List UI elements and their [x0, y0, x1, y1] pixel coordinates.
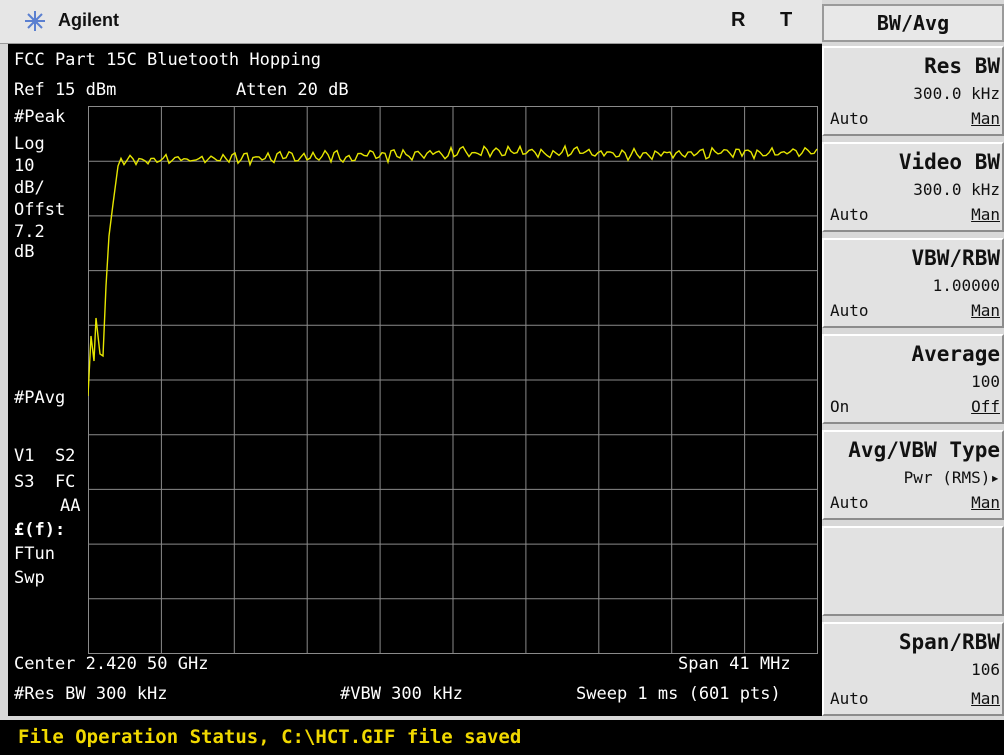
- softkey-vbw-rbw[interactable]: VBW/RBW 1.00000 Auto Man: [822, 238, 1004, 328]
- softkey-res-bw[interactable]: Res BW 300.0 kHz Auto Man: [822, 46, 1004, 136]
- softkey-avg-vbw-type[interactable]: Avg/VBW Type Pwr (RMS)▸ Auto Man: [822, 430, 1004, 520]
- softkey-auto-option: Auto: [830, 689, 869, 708]
- sweep-label: Swp: [14, 568, 45, 588]
- trigger-indicator: T: [780, 9, 793, 31]
- softkey-value: 300.0 kHz: [913, 84, 1000, 103]
- scale-unit: dB/: [14, 178, 45, 198]
- softkey-label: Video BW: [898, 150, 1000, 174]
- sweep-time: Sweep 1 ms (601 pts): [576, 684, 781, 704]
- screen-title: FCC Part 15C Bluetooth Hopping: [14, 50, 322, 70]
- offset-unit: dB: [14, 242, 35, 262]
- brand-name: Agilent: [58, 10, 119, 30]
- spectrum-trace: [88, 144, 818, 397]
- softkey-value: Pwr (RMS)▸: [903, 468, 1000, 487]
- ftun-label: FTun: [14, 544, 55, 564]
- softkey-blank[interactable]: [822, 526, 1004, 616]
- center-frequency: Center 2.420 50 GHz: [14, 654, 209, 674]
- plot-grid: [88, 106, 818, 654]
- softkey-man-option: Man: [971, 689, 1000, 708]
- function-label: £(f):: [14, 520, 66, 540]
- offset-value: 7.2: [14, 222, 45, 242]
- agilent-logo-icon: [25, 11, 45, 31]
- softkey-label: Span/RBW: [898, 630, 1000, 654]
- status-bar: File Operation Status, C:\HCT.GIF file s…: [0, 720, 1004, 755]
- softkey-auto-option: Auto: [830, 109, 869, 128]
- remote-indicator: R: [731, 9, 746, 31]
- reference-level: Ref 15 dBm: [14, 80, 117, 100]
- video-bandwidth: #VBW 300 kHz: [340, 684, 463, 704]
- softkey-value: 300.0 kHz: [913, 180, 1000, 199]
- trace-v1-s2: V1 S2: [14, 446, 76, 466]
- softkey-value: 1.00000: [932, 276, 1000, 295]
- resolution-bandwidth: #Res BW 300 kHz: [14, 684, 168, 704]
- status-message: File Operation Status, C:\HCT.GIF file s…: [18, 726, 522, 748]
- offset-label: Offst: [14, 200, 66, 220]
- attenuation: Atten 20 dB: [236, 80, 349, 100]
- softkey-auto-option: Auto: [830, 493, 869, 512]
- softkey-label: Res BW: [924, 54, 1000, 78]
- softkey-on-option: On: [830, 397, 850, 416]
- softkey-man-option: Man: [971, 301, 1000, 320]
- softkey-man-option: Man: [971, 205, 1000, 224]
- softkey-man-option: Man: [971, 109, 1000, 128]
- analyzer-screen: FCC Part 15C Bluetooth Hopping Ref 15 dB…: [8, 44, 822, 716]
- softkey-average[interactable]: Average 100 On Off: [822, 334, 1004, 424]
- softkey-span-rbw[interactable]: Span/RBW 106 Auto Man: [822, 622, 1004, 716]
- softkey-value: 100: [971, 372, 1000, 391]
- menu-title: BW/Avg: [822, 4, 1004, 42]
- softkey-auto-option: Auto: [830, 205, 869, 224]
- trace-aa: AA: [60, 496, 81, 516]
- detector-peak: #Peak: [14, 107, 66, 127]
- softkey-video-bw[interactable]: Video BW 300.0 kHz Auto Man: [822, 142, 1004, 232]
- softkey-auto-option: Auto: [830, 301, 869, 320]
- log-scale-label: Log: [14, 134, 45, 154]
- softkey-label: Average: [911, 342, 1000, 366]
- softkey-man-option: Man: [971, 493, 1000, 512]
- scale-value: 10: [14, 156, 35, 176]
- trace-s3-fc: S3 FC: [14, 472, 76, 492]
- softkey-value: 106: [971, 660, 1000, 679]
- spectrum-plot: [88, 106, 818, 654]
- span-value: Span 41 MHz: [678, 654, 791, 674]
- softkey-label: Avg/VBW Type: [848, 438, 1000, 462]
- softkey-label: VBW/RBW: [911, 246, 1000, 270]
- average-detector: #PAvg: [14, 388, 66, 408]
- softkey-off-option: Off: [971, 397, 1000, 416]
- title-bar: Agilent R T: [0, 0, 822, 44]
